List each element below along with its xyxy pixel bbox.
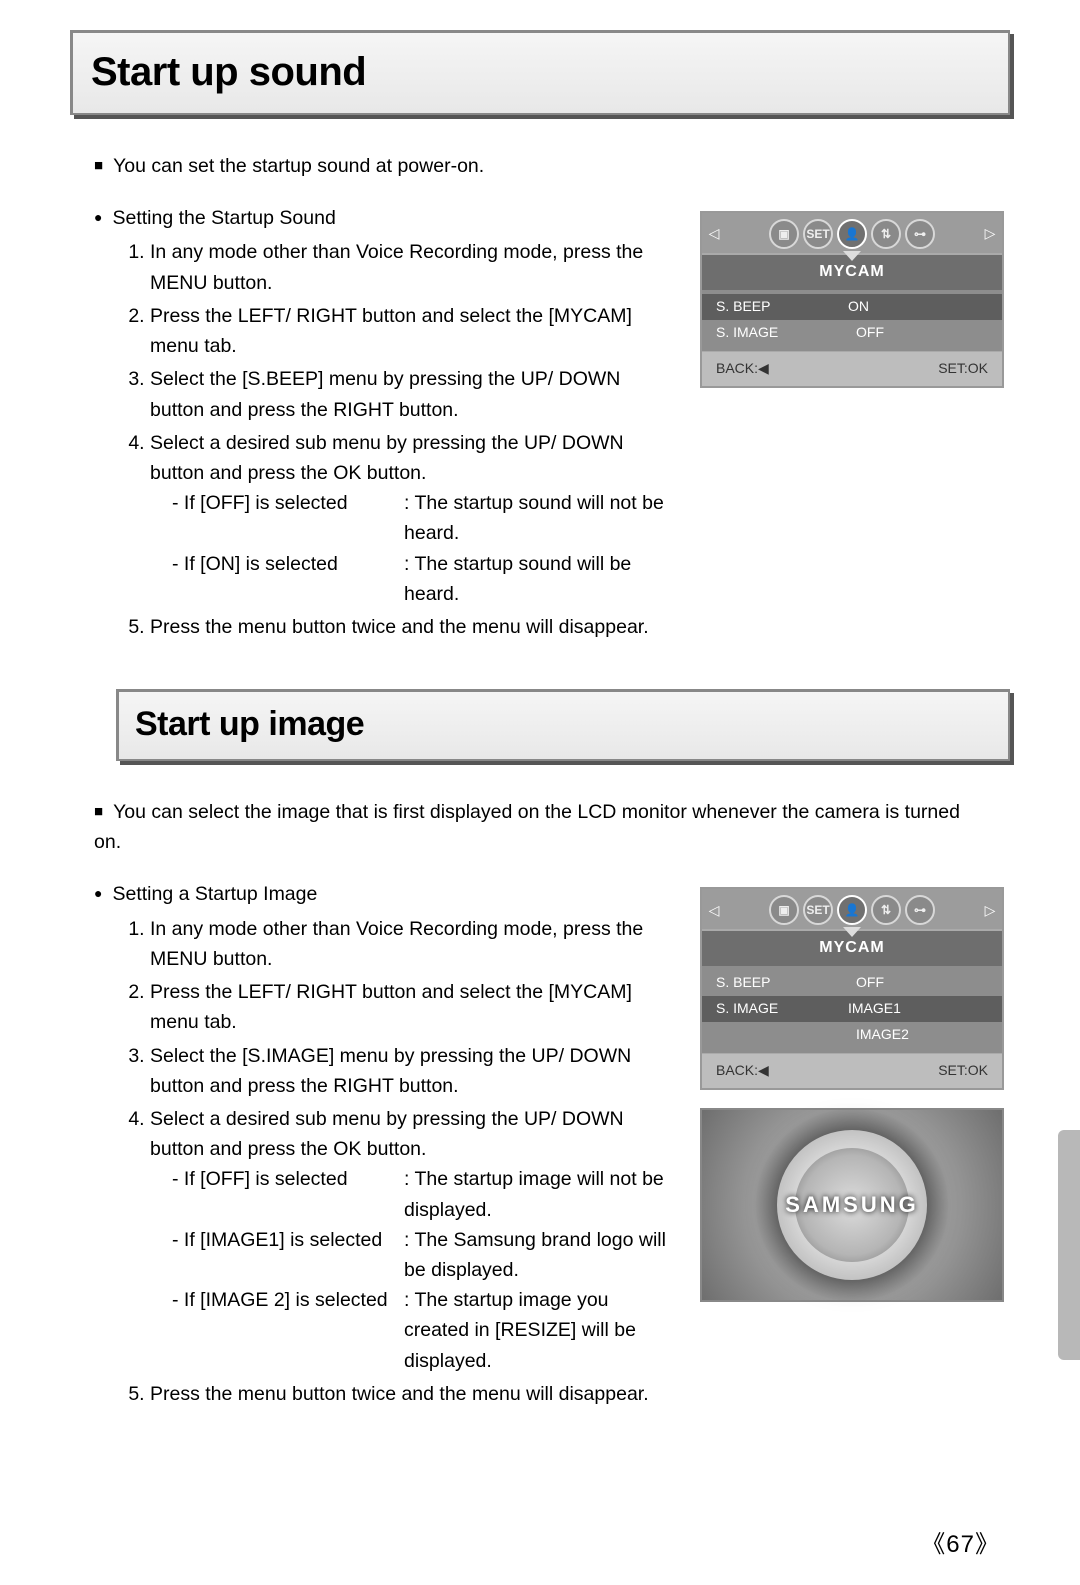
tab-icon: ⇅ [871,219,901,249]
steps-image: In any mode other than Voice Recording m… [150,914,674,1410]
tab-icon: ⇅ [871,895,901,925]
heading-startup-image: Start up image [116,689,1010,761]
lcd-tabbar: ◁ ▣ SET 👤 ⇅ ⊶ ▷ [702,213,1002,253]
step: Press the LEFT/ RIGHT button and select … [150,977,670,1037]
heading-startup-sound: Start up sound [70,30,1010,115]
subhead-image: Setting a Startup Image [94,879,674,909]
option-row: - If [OFF] is selected : The startup ima… [172,1164,670,1224]
subhead-sound: Setting the Startup Sound [94,203,674,233]
lcd-preview-image: ◁ ▣ SET 👤 ⇅ ⊶ ▷ MYCAM S. BEEPOFF [700,887,1004,1090]
step: Press the LEFT/ RIGHT button and select … [150,301,670,361]
heading-text: Start up image [135,698,992,751]
tab-icon: ⊶ [905,895,935,925]
lcd-row: IMAGE2 [702,1022,1002,1048]
lcd-tabbar: ◁ ▣ SET 👤 ⇅ ⊶ ▷ [702,889,1002,929]
caret-down-icon [843,251,861,261]
nav-left-icon: ◁ [708,223,720,245]
tab-icon-selected: 👤 [837,219,867,249]
option-row: - If [IMAGE1] is selected : The Samsung … [172,1225,670,1285]
tab-icon: SET [803,219,833,249]
step: Select the [S.IMAGE] menu by pressing th… [150,1041,670,1101]
option-row: - If [IMAGE 2] is selected : The startup… [172,1285,670,1376]
step: In any mode other than Voice Recording m… [150,914,670,974]
page-number: 《67》 [921,1524,1000,1559]
tab-icon: SET [803,895,833,925]
intro-sound: You can set the startup sound at power-o… [94,151,1010,181]
lcd-row: S. BEEPOFF [702,970,1002,996]
lcd-back: BACK:◀ [716,358,769,380]
nav-right-icon: ▷ [984,900,996,922]
lcd-set: SET:OK [938,358,988,380]
lcd-set: SET:OK [938,1060,988,1082]
brand-logo: SAMSUNG [785,1188,918,1222]
steps-sound: In any mode other than Voice Recording m… [150,237,674,642]
heading-text: Start up sound [91,41,990,103]
step: Select the [S.BEEP] menu by pressing the… [150,364,670,424]
lcd-footer: BACK:◀ SET:OK [702,351,1002,386]
option-row: - If [ON] is selected : The startup soun… [172,549,670,609]
lcd-row: S. BEEPON [702,294,1002,320]
step: Select a desired sub menu by pressing th… [150,1104,670,1376]
option-row: - If [OFF] is selected : The startup sou… [172,488,670,548]
lcd-back: BACK:◀ [716,1060,769,1082]
step: Press the menu button twice and the menu… [150,612,670,642]
lcd-row: S. IMAGEIMAGE1 [702,996,1002,1022]
step: Press the menu button twice and the menu… [150,1379,670,1409]
step: In any mode other than Voice Recording m… [150,237,670,297]
lcd-preview-sound: ◁ ▣ SET 👤 ⇅ ⊶ ▷ MYCAM S. BEEPON [700,211,1004,388]
nav-right-icon: ▷ [984,223,996,245]
intro-image: You can select the image that is first d… [94,797,1010,857]
lcd-row: S. IMAGEOFF [702,320,1002,346]
nav-left-icon: ◁ [708,900,720,922]
tab-icon: ⊶ [905,219,935,249]
caret-down-icon [843,927,861,937]
startup-image-preview: SAMSUNG [700,1108,1004,1302]
step: Select a desired sub menu by pressing th… [150,428,670,609]
tab-icon: ▣ [769,895,799,925]
lcd-footer: BACK:◀ SET:OK [702,1053,1002,1088]
tab-icon: ▣ [769,219,799,249]
tab-icon-selected: 👤 [837,895,867,925]
thumb-tab [1058,1130,1080,1360]
